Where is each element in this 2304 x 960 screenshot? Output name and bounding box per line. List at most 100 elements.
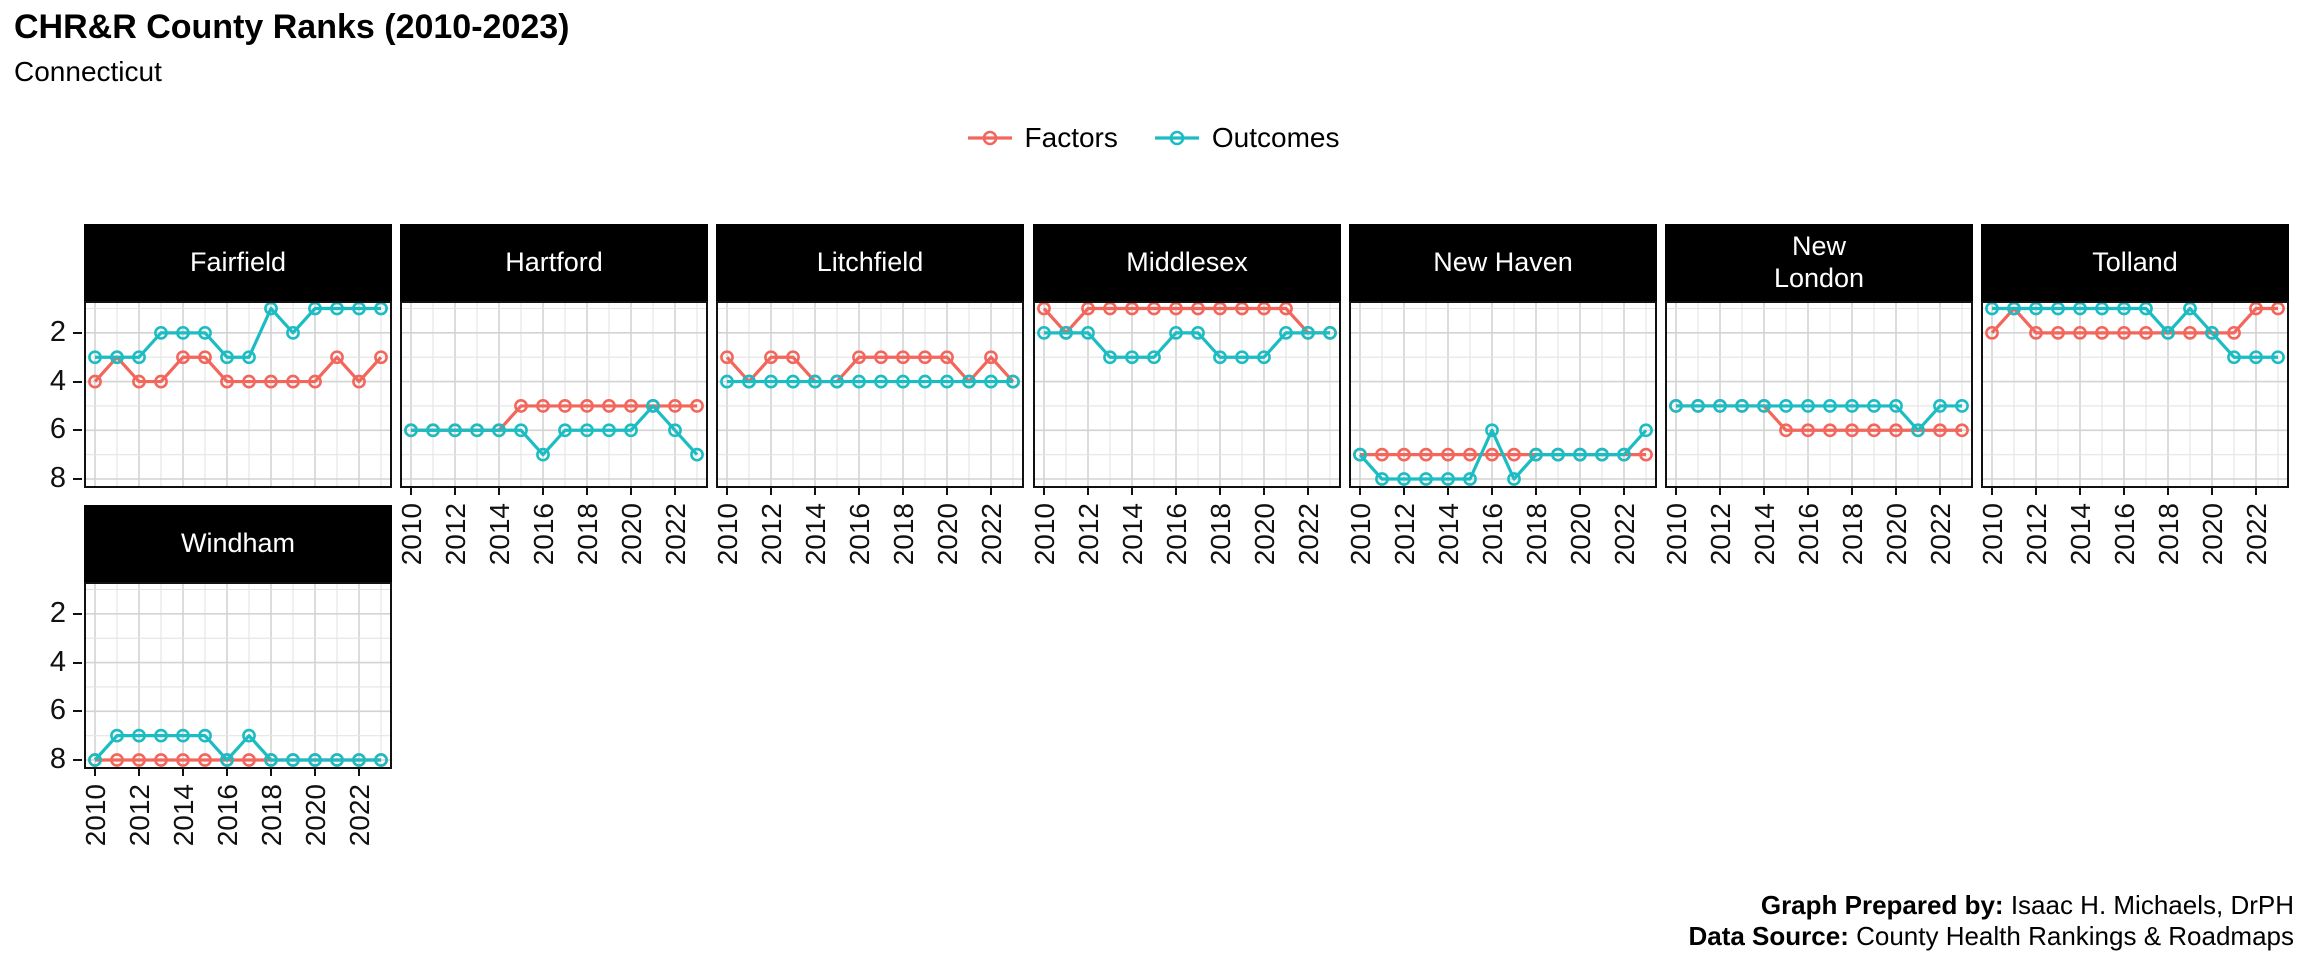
x-tick-label: 2022 <box>976 503 1007 565</box>
legend-label-outcomes: Outcomes <box>1211 122 1340 153</box>
x-tick-label: 2014 <box>800 503 831 565</box>
prepared-by-value: Isaac H. Michaels, DrPH <box>2010 889 2294 920</box>
legend-item-outcomes: Outcomes <box>1152 122 1340 154</box>
y-tick-label: 4 <box>49 645 66 678</box>
facet-strip: Fairfield <box>84 224 392 301</box>
x-tick-label: 2018 <box>572 503 603 565</box>
x-tick-label: 2018 <box>256 784 287 846</box>
facet-strip: New London <box>1665 224 1973 301</box>
facet-strip: Hartford <box>400 224 708 301</box>
x-tick-label: 2014 <box>1749 503 1780 565</box>
chart-legend: Factors Outcomes <box>0 122 2304 154</box>
facet-strip: Litchfield <box>716 224 1024 301</box>
facet-panel-litchfield: Litchfield 2010 2012 2014 2016 2018 2020 2022 <box>716 224 1024 578</box>
facet-title: Windham <box>180 527 296 558</box>
y-tick-label: 4 <box>49 364 66 397</box>
facet-panel-new-haven: New Haven 2010 2012 2014 2016 2018 2020 2022 <box>1349 224 1657 578</box>
x-tick-label: 2018 <box>1205 503 1236 565</box>
legend-item-factors: Factors <box>965 122 1118 154</box>
y-tick-mark <box>73 661 82 664</box>
x-tick-label: 2022 <box>1293 503 1324 565</box>
x-tick-label: 2018 <box>888 503 919 565</box>
x-tick-label: 2018 <box>1521 503 1552 565</box>
facet-panel-hartford: Hartford 2010 2012 2014 2016 2018 2020 2022 <box>400 224 708 578</box>
y-tick-mark <box>73 759 82 761</box>
facet-plot-svg: 2010 2012 2014 2016 2018 2020 2022 <box>400 301 708 565</box>
x-tick-label: 2012 <box>1705 503 1736 565</box>
x-tick-label: 2014 <box>1117 503 1148 565</box>
facet-plot-svg: 2010 2012 2014 2016 2018 2020 2022 <box>1665 301 1973 565</box>
x-tick-label: 2014 <box>484 503 515 565</box>
x-tick-label: 2018 <box>1837 503 1868 565</box>
facet-title: Hartford <box>505 246 603 277</box>
x-tick-label: 2018 <box>2153 503 2184 565</box>
x-tick-label: 2012 <box>1073 503 1104 565</box>
x-tick-label: 2012 <box>124 784 155 846</box>
y-tick-mark <box>73 380 82 383</box>
x-tick-label: 2010 <box>1981 503 2008 565</box>
prepared-by-line: Graph Prepared by: Isaac H. Michaels, Dr… <box>1688 890 2294 921</box>
x-tick-label: 2010 <box>716 503 743 565</box>
facet-title: Litchfield <box>816 246 924 277</box>
x-tick-label: 2016 <box>1161 503 1192 565</box>
facet-plot-svg: 2010 2012 2014 2016 2018 2020 2022 <box>1981 301 2289 565</box>
x-tick-label: 2020 <box>1881 503 1912 565</box>
facet-plot-svg: 2010 2012 2014 2016 2018 2020 2022 <box>1033 301 1341 565</box>
x-tick-label: 2012 <box>1389 503 1420 565</box>
x-tick-label: 2010 <box>1349 503 1376 565</box>
facet-panel-middlesex: Middlesex 2010 2012 2014 2016 2018 2020 2022 <box>1033 224 1341 578</box>
x-tick-label: 2012 <box>440 503 471 565</box>
page-title: CHR&R County Ranks (2010-2023) <box>14 8 570 46</box>
y-tick-label: 8 <box>49 462 66 494</box>
x-tick-label: 2010 <box>84 784 111 846</box>
facet-strip: Windham <box>84 505 392 582</box>
x-tick-label: 2010 <box>1665 503 1692 565</box>
x-tick-label: 2016 <box>2109 503 2140 565</box>
x-tick-label: 2020 <box>1565 503 1596 565</box>
x-tick-label: 2014 <box>168 784 199 846</box>
facet-plot-svg: 2010 2012 2014 2016 2018 2020 2022 <box>1349 301 1657 565</box>
x-tick-label: 2022 <box>2241 503 2272 565</box>
facet-strip: New Haven <box>1349 224 1657 301</box>
legend-key-factors-icon <box>967 130 1012 146</box>
facet-title: Fairfield <box>189 246 287 277</box>
data-source-label: Data Source: <box>1688 920 1849 951</box>
x-tick-label: 2010 <box>400 503 427 565</box>
x-tick-label: 2022 <box>1609 503 1640 565</box>
x-tick-label: 2020 <box>1249 503 1280 565</box>
x-tick-label: 2020 <box>300 784 331 846</box>
facet-plot-svg: 2010 2012 2014 2016 2018 2020 2022 <box>84 582 392 846</box>
data-source-value: County Health Rankings & Roadmaps <box>1856 920 2294 951</box>
facet-plot-svg: 2010 2012 2014 2016 2018 2020 2022 <box>716 301 1024 565</box>
facet-title: New Haven <box>1433 246 1573 277</box>
legend-label-factors: Factors <box>1024 122 1118 153</box>
y-tick-mark <box>73 612 82 615</box>
y-tick-mark <box>73 478 82 480</box>
x-tick-label: 2016 <box>1793 503 1824 565</box>
x-tick-label: 2016 <box>844 503 875 565</box>
x-tick-label: 2016 <box>528 503 559 565</box>
legend-key-outcomes-icon <box>1154 130 1199 146</box>
y-tick-label: 8 <box>49 743 66 775</box>
facet-panel-new-london: New London 2010 2012 2014 2016 2018 2020 2022 <box>1665 224 1973 578</box>
y-tick-label: 6 <box>49 413 66 446</box>
page-subtitle: Connecticut <box>14 56 162 87</box>
facet-panel-windham: Windham 2010 2012 2014 2016 2018 2020 2022 <box>84 505 392 859</box>
facet-title: New London <box>1773 231 1865 293</box>
x-tick-label: 2020 <box>2197 503 2228 565</box>
facet-panel-tolland: Tolland 2010 2012 2014 2016 2018 2020 2022 <box>1981 224 2289 578</box>
x-tick-label: 2020 <box>932 503 963 565</box>
x-tick-label: 2016 <box>212 784 243 846</box>
y-tick-mark <box>73 710 82 713</box>
x-tick-label: 2016 <box>1477 503 1508 565</box>
footer-credits: Graph Prepared by: Isaac H. Michaels, Dr… <box>1688 890 2294 952</box>
facet-plot-svg <box>84 301 392 488</box>
x-tick-label: 2014 <box>2065 503 2096 565</box>
facet-strip: Middlesex <box>1033 224 1341 301</box>
y-tick-label: 2 <box>49 315 66 348</box>
facet-title: Middlesex <box>1126 246 1248 277</box>
y-tick-mark <box>73 331 82 334</box>
x-tick-label: 2012 <box>2021 503 2052 565</box>
x-tick-label: 2012 <box>756 503 787 565</box>
